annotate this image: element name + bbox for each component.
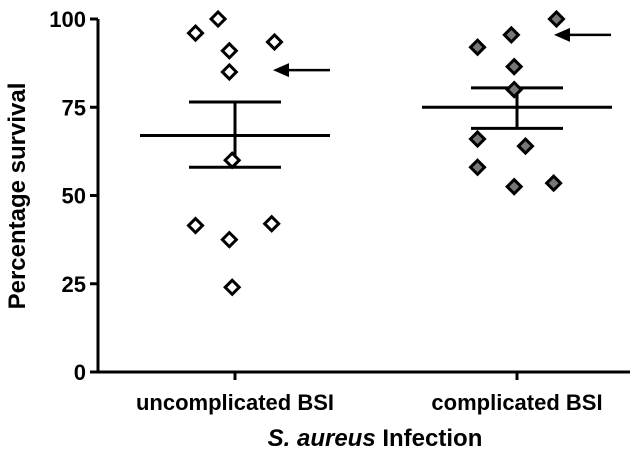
data-point bbox=[505, 177, 524, 196]
x-tick-label: uncomplicated BSI bbox=[136, 390, 334, 415]
data-point bbox=[220, 62, 239, 82]
x-axis-label-rest: Infection bbox=[376, 425, 483, 452]
data-point bbox=[186, 216, 205, 235]
data-point bbox=[516, 136, 535, 156]
data-point bbox=[208, 9, 228, 29]
y-tick-label: 0 bbox=[74, 360, 86, 385]
data-point bbox=[544, 174, 563, 193]
data-point bbox=[505, 80, 524, 99]
axes bbox=[96, 19, 630, 374]
data-point bbox=[502, 25, 521, 45]
arrow-head bbox=[273, 63, 289, 78]
data-point bbox=[265, 32, 284, 52]
data-point bbox=[468, 38, 487, 57]
data-point bbox=[220, 41, 239, 60]
data-point bbox=[223, 151, 242, 170]
x-categories: uncomplicated BSI complicated BSI bbox=[136, 372, 603, 415]
x-tick-label: complicated BSI bbox=[431, 390, 602, 415]
data-point bbox=[220, 230, 239, 249]
y-tick-label: 50 bbox=[62, 184, 86, 209]
data-point bbox=[505, 57, 524, 76]
data-points bbox=[186, 9, 566, 297]
data-point bbox=[468, 158, 487, 177]
y-tick-label: 25 bbox=[62, 272, 86, 297]
data-point bbox=[186, 23, 205, 43]
y-axis-label: Percentage survival bbox=[4, 83, 31, 310]
annotation-arrows bbox=[273, 27, 611, 78]
data-point bbox=[262, 214, 281, 233]
y-tick-label: 75 bbox=[62, 95, 86, 120]
y-tick-label: 100 bbox=[49, 7, 86, 32]
error-bars bbox=[140, 86, 612, 169]
y-ticks: 0 25 50 75 100 bbox=[49, 7, 98, 385]
x-axis-label: S. aureus Infection bbox=[268, 425, 483, 452]
data-point bbox=[223, 278, 242, 297]
data-point bbox=[468, 129, 487, 149]
arrow-head bbox=[554, 27, 570, 42]
data-point bbox=[547, 9, 566, 29]
x-axis-label-italic: S. aureus bbox=[268, 425, 376, 452]
